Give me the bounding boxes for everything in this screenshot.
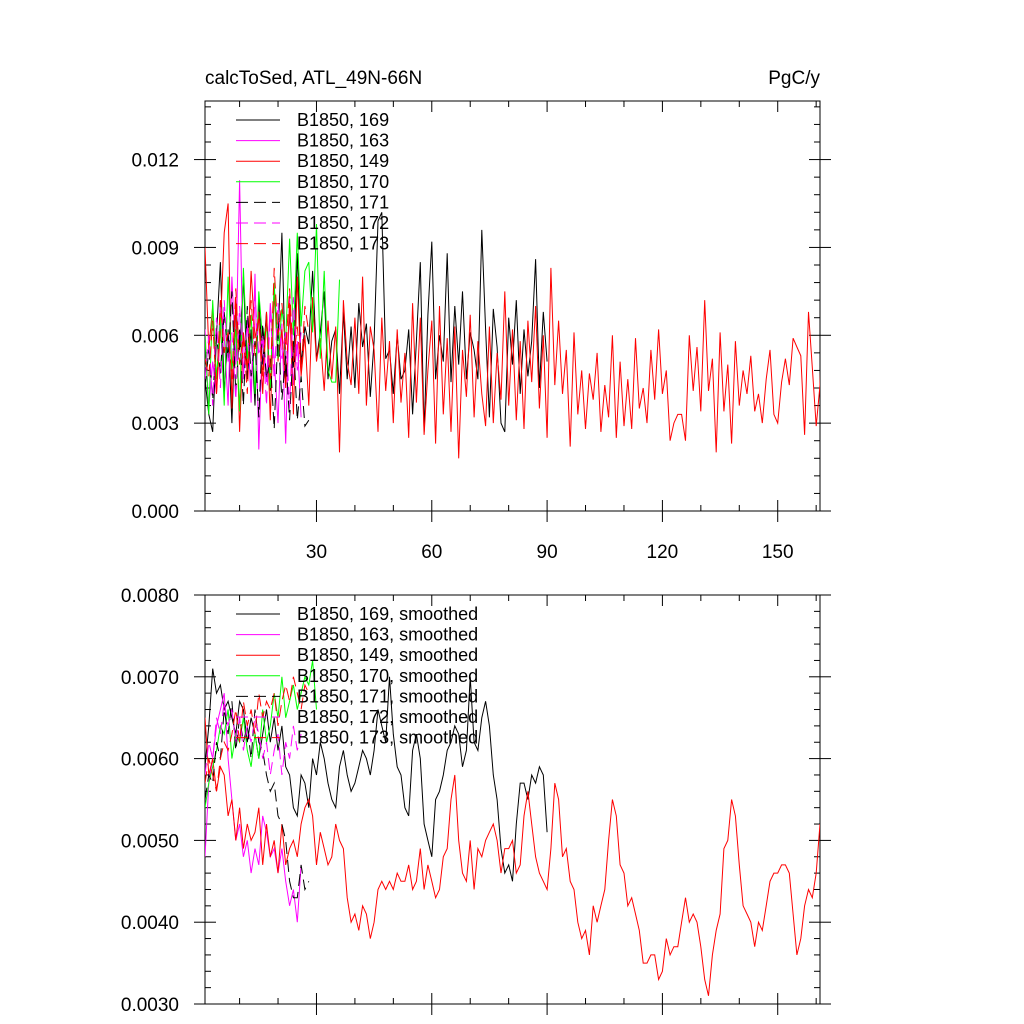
chart-title: calcToSed, ATL_49N-66N	[205, 68, 422, 89]
x-tick-label: 90	[537, 542, 558, 563]
y-tick-label: 0.0070	[121, 668, 179, 689]
x-tick-label: 120	[647, 542, 679, 563]
series-line	[205, 294, 302, 409]
series-group	[205, 180, 820, 459]
legend-label: B1850, 149, smoothed	[297, 645, 478, 665]
legend-label: B1850, 172, smoothed	[297, 707, 478, 727]
legend-label: B1850, 163, smoothed	[297, 625, 478, 645]
top-panel: 30 60 90 120 150 0.000 0.003 0.006 0.009 0.012 B18…	[131, 100, 831, 563]
series-line	[205, 267, 310, 394]
series-line	[205, 291, 310, 430]
legend-label: B1850, 170, smoothed	[297, 666, 478, 686]
legend-label: B1850, 163	[297, 131, 389, 151]
legend-label: B1850, 173	[297, 234, 389, 254]
x-tick-label: 30	[306, 542, 327, 563]
series-line	[205, 223, 340, 415]
legend-label: B1850, 173, smoothed	[297, 728, 478, 748]
y-tick-label: 0.0060	[121, 750, 179, 771]
legend-label: B1850, 172	[297, 213, 389, 233]
legend-label: B1850, 170	[297, 172, 389, 192]
series-group	[205, 660, 820, 996]
y-tick-label: 0.003	[131, 414, 179, 435]
series-line	[205, 693, 302, 923]
legend-label: B1850, 169, smoothed	[297, 604, 478, 624]
y-tick-label: 0.012	[131, 151, 179, 172]
y-tick-label: 0.009	[131, 238, 179, 259]
y-tick-label: 0.0040	[121, 913, 179, 934]
x-tick-label: 60	[421, 542, 442, 563]
y-tick-label: 0.000	[131, 502, 179, 523]
bottom-panel: 0.0030 0.0040 0.0050 0.0060 0.0070 0.0080 B185…	[121, 586, 831, 1016]
series-line	[205, 701, 302, 776]
y-tick-label: 0.006	[131, 326, 179, 347]
legend-label: B1850, 171, smoothed	[297, 686, 478, 706]
y-tick-label: 0.0030	[121, 995, 179, 1016]
x-tick-label: 150	[762, 542, 794, 563]
series-line	[205, 668, 548, 882]
y-tick-label: 0.0050	[121, 831, 179, 852]
series-line	[205, 660, 317, 808]
y-tick-label: 0.0080	[121, 586, 179, 607]
legend-label: B1850, 169	[297, 110, 389, 130]
series-line	[205, 676, 310, 792]
chart-units: PgC/y	[768, 68, 820, 89]
legend-label: B1850, 149	[297, 151, 389, 171]
legend-label: B1850, 171	[297, 192, 389, 212]
plot-frame	[204, 100, 821, 512]
series-line	[205, 717, 820, 996]
